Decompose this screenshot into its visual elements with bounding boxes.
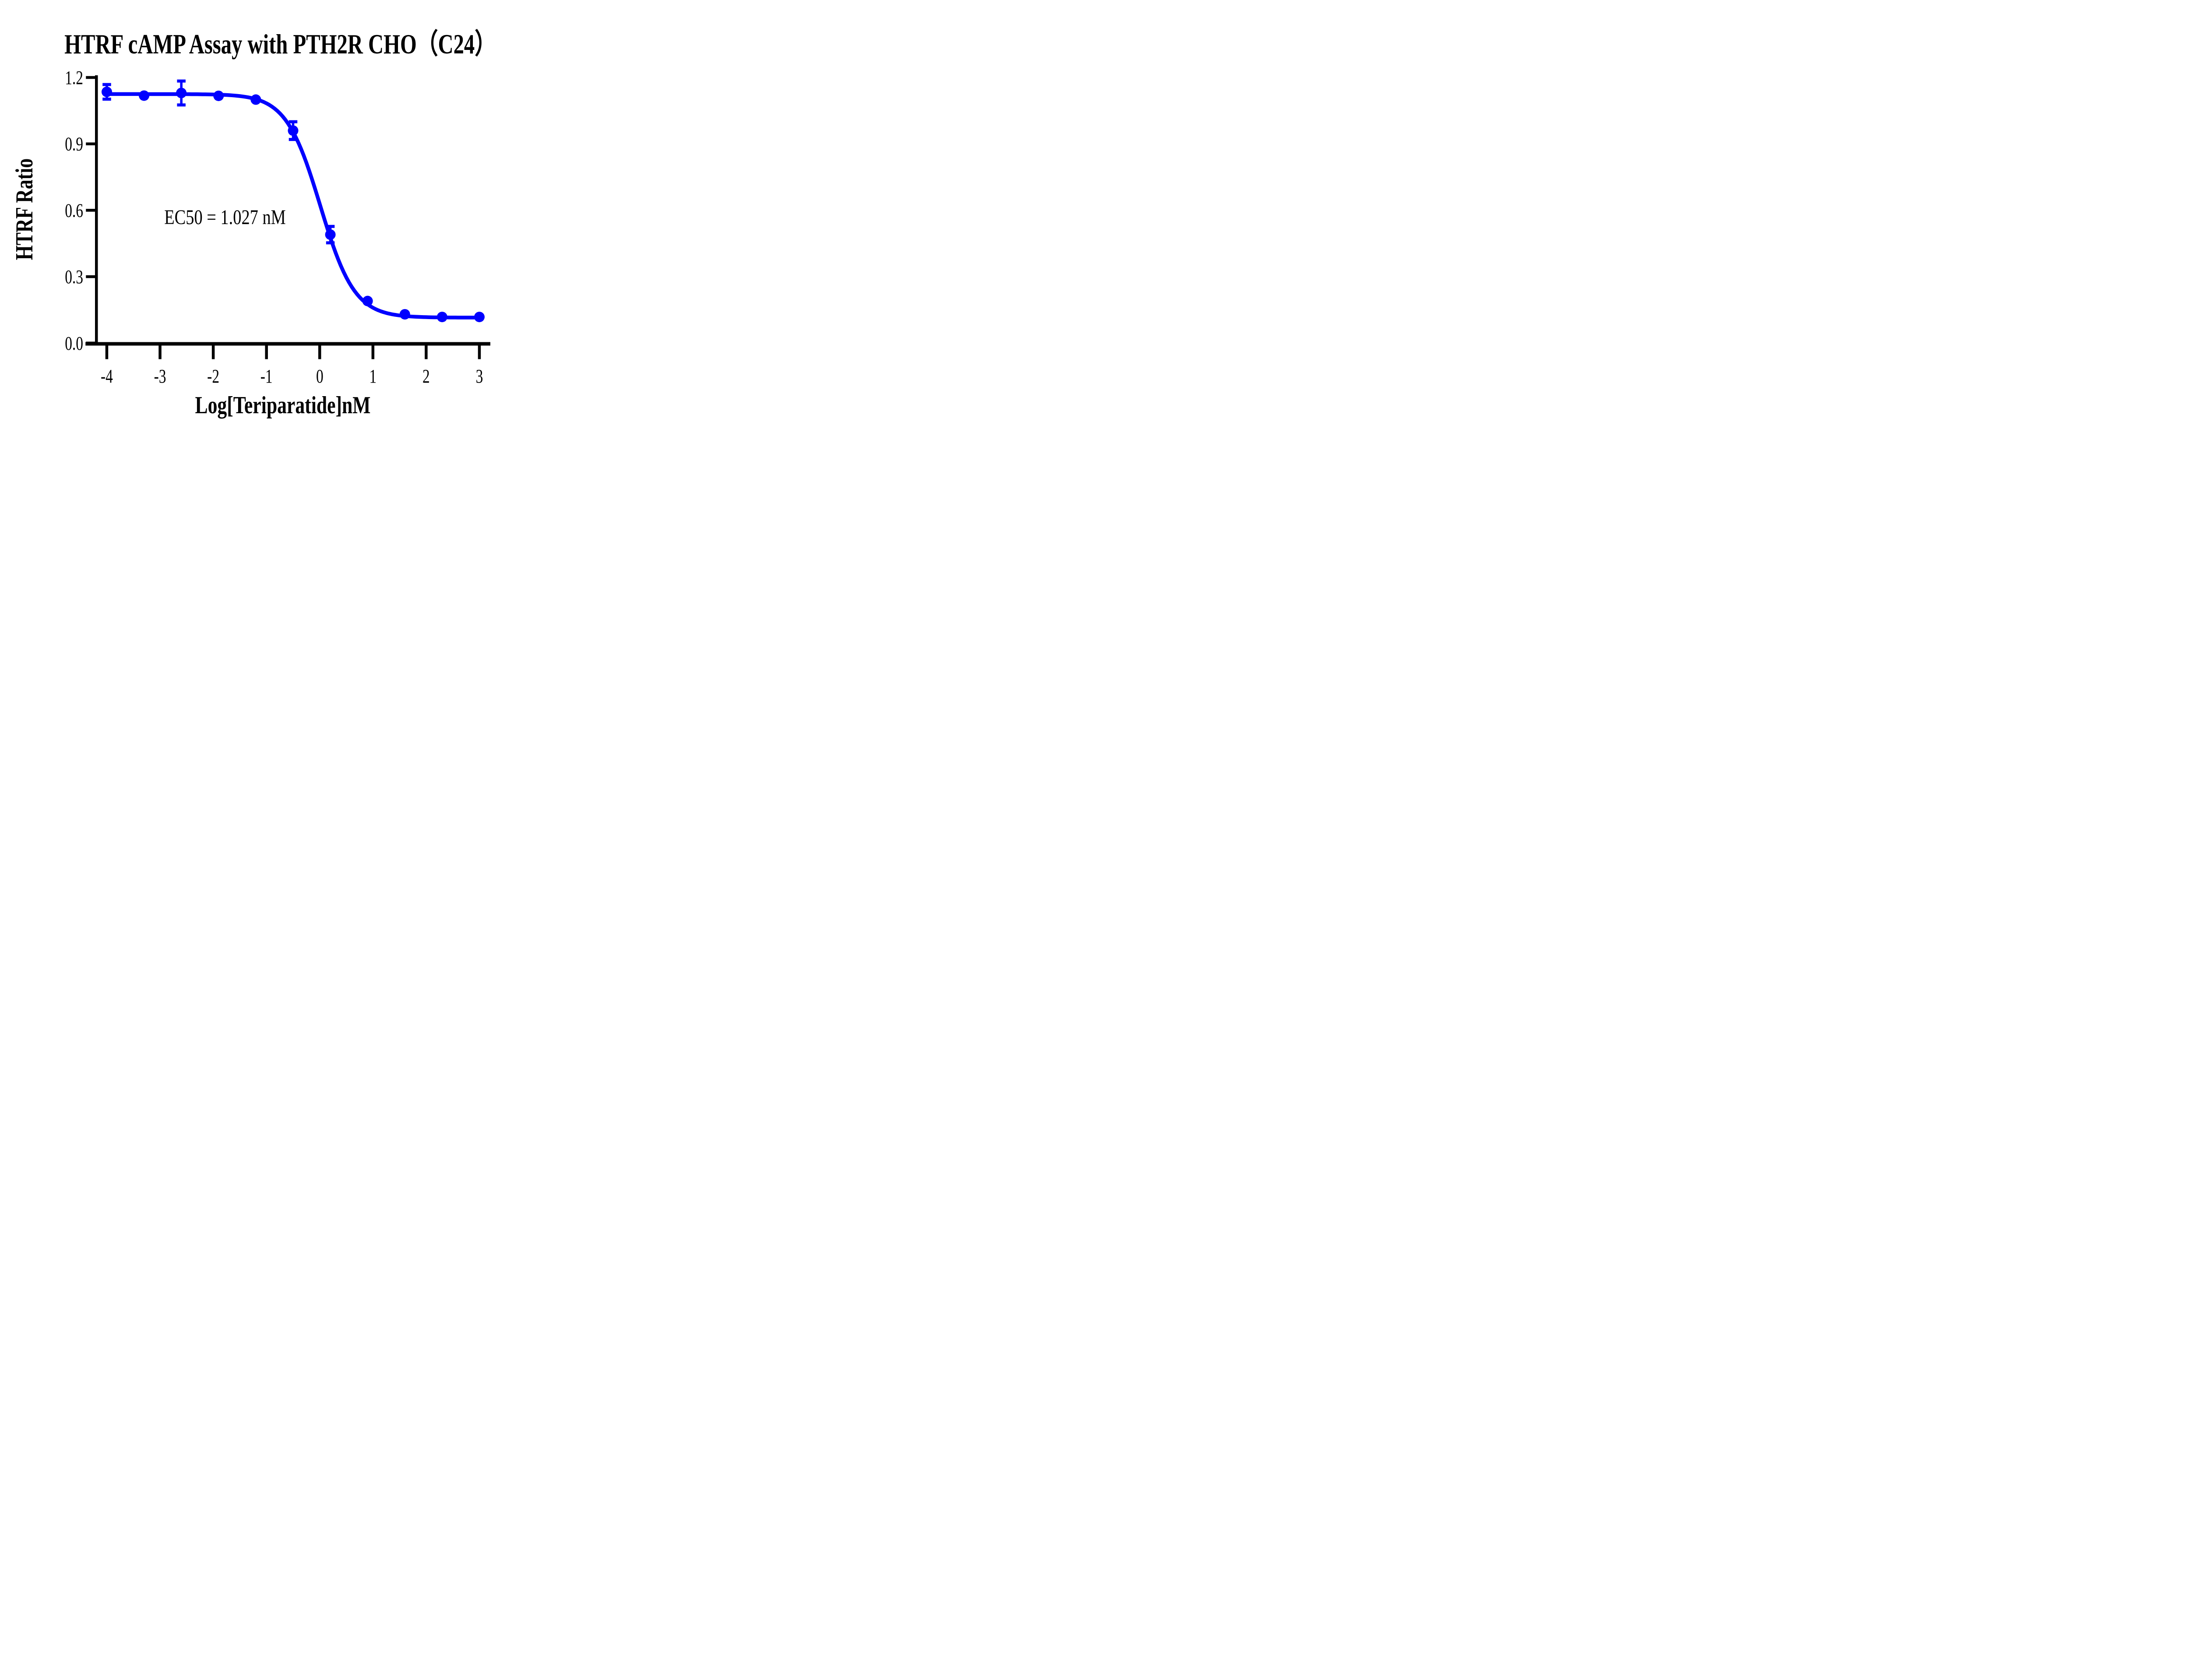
- dose-response-figure: HTRF cAMP Assay with PTH2R CHO（C24） HTRF…: [0, 0, 561, 420]
- ec50-annotation: EC50 = 1.027 nM: [164, 206, 286, 229]
- y-tick-label: 0.0: [65, 333, 83, 354]
- x-tick: [318, 345, 321, 359]
- y-tick: [86, 142, 95, 145]
- x-tick: [158, 345, 162, 359]
- data-point-marker: [288, 125, 299, 136]
- data-point-marker: [176, 88, 187, 98]
- x-tick-labels: -4 -3 -2 -1 0 1 2 3: [101, 366, 483, 387]
- x-tick-label: -2: [207, 366, 219, 387]
- data-point-marker: [213, 90, 224, 101]
- y-tick-label: 0.6: [65, 200, 83, 221]
- data-point-marker: [139, 90, 150, 101]
- x-tick-label: 2: [422, 366, 430, 387]
- data-point-marker: [474, 312, 485, 323]
- y-axis-line: [95, 75, 98, 346]
- y-tick-labels: 0.0 0.3 0.6 0.9 1.2: [65, 67, 83, 354]
- y-tick: [86, 275, 95, 278]
- x-axis-line: [85, 342, 490, 346]
- data-point-marker: [325, 229, 336, 240]
- x-tick-label: -1: [260, 366, 273, 387]
- data-point-marker: [436, 312, 447, 323]
- x-tick: [105, 345, 109, 359]
- x-tick: [265, 345, 268, 359]
- x-tick-label: 0: [316, 366, 324, 387]
- y-axis-title: HTRF Ratio: [11, 158, 38, 260]
- y-tick: [86, 209, 95, 212]
- y-tick-label: 0.9: [65, 134, 83, 155]
- y-tick-label: 1.2: [65, 67, 83, 88]
- x-tick-label: -3: [154, 366, 166, 387]
- plot-area: 0.0 0.3 0.6 0.9 1.2 -4 -3 -2 -1 0 1 2 3: [65, 67, 490, 387]
- y-ticks: [86, 76, 95, 344]
- chart-canvas: HTRF cAMP Assay with PTH2R CHO（C24） HTRF…: [11, 29, 496, 419]
- y-tick-label: 0.3: [65, 267, 83, 288]
- x-tick-label: 3: [476, 366, 483, 387]
- data-point-marker: [101, 86, 112, 97]
- x-tick: [371, 345, 375, 359]
- x-tick: [211, 345, 215, 359]
- x-axis-title: Log[Teriparatide]nM: [195, 391, 370, 418]
- y-tick: [86, 76, 95, 79]
- x-tick: [425, 345, 428, 359]
- x-tick-label: -4: [101, 366, 113, 387]
- x-tick-label: 1: [369, 366, 377, 387]
- x-ticks: [105, 345, 481, 359]
- data-point-marker: [250, 94, 261, 105]
- y-tick: [86, 341, 95, 344]
- chart-title: HTRF cAMP Assay with PTH2R CHO（C24）: [64, 29, 496, 60]
- data-point-marker: [399, 309, 410, 320]
- data-point-marker: [362, 295, 373, 306]
- data-points: [101, 86, 485, 323]
- x-tick: [478, 345, 481, 359]
